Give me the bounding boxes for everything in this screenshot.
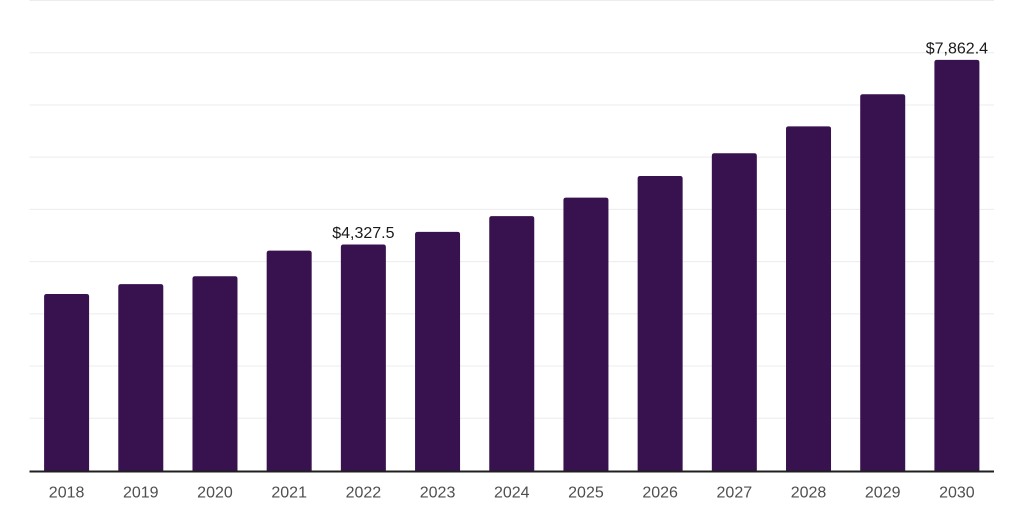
x-tick-label-2029: 2029 (865, 485, 901, 502)
bar-2022 (340, 244, 386, 471)
x-tick-label-2018: 2018 (49, 485, 85, 502)
x-tick-label-2027: 2027 (717, 485, 753, 502)
x-tick-label-2024: 2024 (494, 485, 530, 502)
bar-2018 (44, 293, 90, 471)
data-label-2022: $4,327.5 (332, 225, 394, 242)
bar-2024 (489, 216, 535, 471)
data-label-2030: $7,862.4 (926, 40, 988, 57)
x-tick-label-2023: 2023 (420, 485, 456, 502)
x-tick-label-2025: 2025 (568, 485, 604, 502)
bar-2026 (637, 175, 683, 471)
x-tick-label-2026: 2026 (642, 485, 678, 502)
x-tick-label-2020: 2020 (197, 485, 233, 502)
x-tick-label-2030: 2030 (939, 485, 975, 502)
x-tick-label-2019: 2019 (123, 485, 159, 502)
x-tick-label-2022: 2022 (346, 485, 382, 502)
bar-2019 (118, 284, 164, 471)
bar-2029 (860, 94, 906, 471)
bar-2020 (192, 276, 238, 471)
bar-2030 (934, 59, 980, 471)
bar-2027 (711, 153, 757, 471)
x-tick-label-2028: 2028 (791, 485, 827, 502)
bar-2023 (415, 231, 461, 471)
bar-2025 (563, 197, 609, 471)
x-tick-label-2021: 2021 (271, 485, 307, 502)
bar-2028 (786, 126, 832, 471)
bar-2021 (266, 250, 312, 471)
